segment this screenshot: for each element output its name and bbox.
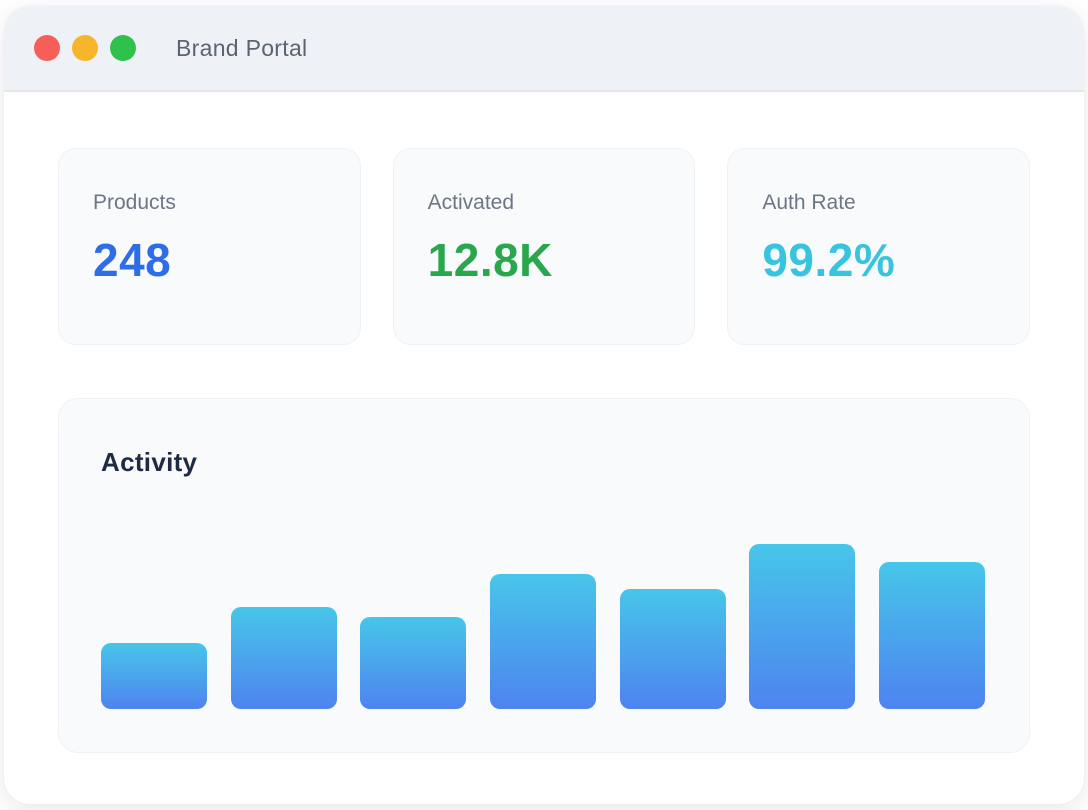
activity-bar: [749, 544, 856, 709]
minimize-button[interactable]: [72, 35, 98, 61]
stats-row: Products 248 Activated 12.8K Auth Rate 9…: [58, 148, 1030, 345]
stat-card-products: Products 248: [58, 148, 361, 345]
stat-value: 248: [93, 234, 172, 286]
stat-value: 12.8K: [427, 234, 553, 286]
window-title: Brand Portal: [176, 34, 308, 61]
activity-title: Activity: [101, 447, 198, 477]
stat-card-activated: Activated 12.8K: [392, 148, 696, 345]
main-content: Products 248 Activated 12.8K Auth Rate 9…: [4, 92, 1084, 753]
traffic-lights: [34, 35, 136, 61]
stat-value: 99.2%: [762, 234, 896, 286]
close-button[interactable]: [34, 35, 60, 61]
stat-label: Products: [93, 191, 176, 214]
stat-label: Auth Rate: [762, 191, 856, 214]
stat-label: Activated: [427, 191, 515, 214]
activity-bar: [101, 643, 207, 709]
stat-card-auth-rate: Auth Rate 99.2%: [727, 148, 1030, 345]
app-window: Brand Portal Products 248 Activated 12.8…: [4, 6, 1084, 804]
activity-bar: [360, 617, 467, 709]
maximize-button[interactable]: [110, 35, 136, 61]
activity-bar: [230, 607, 337, 709]
titlebar: Brand Portal: [4, 6, 1084, 92]
activity-bar: [619, 589, 726, 709]
activity-bar: [878, 562, 985, 709]
activity-bar-chart: [101, 544, 985, 709]
activity-bar: [489, 574, 596, 709]
activity-card: Activity: [58, 398, 1030, 753]
